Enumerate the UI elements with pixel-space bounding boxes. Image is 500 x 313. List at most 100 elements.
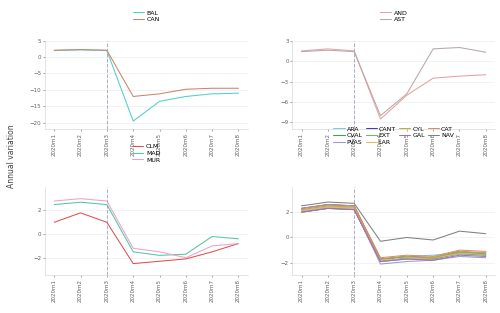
CLM: [209, 250, 215, 254]
MUR: [156, 250, 162, 254]
GAL: [456, 253, 462, 257]
AND: [430, 76, 436, 80]
CLM: [51, 220, 57, 224]
NAV: [325, 200, 331, 204]
NAV: [298, 204, 304, 208]
PVAS: [430, 258, 436, 262]
Line: AST: AST: [302, 48, 486, 115]
LAR: [456, 252, 462, 256]
CAT: [456, 248, 462, 252]
CVAL: [351, 208, 357, 212]
BAL: [183, 95, 189, 98]
AST: [298, 50, 304, 54]
AST: [378, 114, 384, 117]
CAT: [483, 249, 489, 253]
AND: [378, 117, 384, 121]
AST: [404, 92, 410, 96]
NAV: [483, 232, 489, 236]
Line: CAT: CAT: [302, 205, 486, 258]
CYL: [351, 205, 357, 209]
Line: PVAS: PVAS: [302, 207, 486, 264]
CANT: [378, 257, 384, 261]
PVAS: [404, 260, 410, 264]
AND: [404, 93, 410, 97]
Line: LAR: LAR: [302, 207, 486, 260]
MUR: [51, 199, 57, 203]
BAL: [209, 92, 215, 96]
PVAS: [325, 205, 331, 209]
CVAL: [483, 253, 489, 257]
BAL: [51, 49, 57, 52]
Line: GAL: GAL: [302, 208, 486, 262]
MAD: [183, 252, 189, 256]
AST: [325, 48, 331, 52]
CAT: [325, 203, 331, 207]
AST: [351, 50, 357, 54]
CANT: [325, 203, 331, 207]
CLM: [156, 259, 162, 263]
LAR: [483, 252, 489, 256]
BAL: [78, 48, 84, 52]
GAL: [325, 207, 331, 210]
Line: CVAL: CVAL: [302, 208, 486, 262]
CANT: [456, 249, 462, 253]
GAL: [430, 258, 436, 262]
CYL: [378, 257, 384, 261]
MAD: [130, 250, 136, 254]
CANT: [483, 252, 489, 256]
BAL: [130, 119, 136, 123]
CAN: [236, 86, 242, 90]
MUR: [130, 246, 136, 250]
GAL: [351, 208, 357, 212]
ARA: [456, 251, 462, 254]
EXT: [430, 257, 436, 261]
LAR: [430, 256, 436, 259]
NAV: [404, 236, 410, 239]
Line: ARA: ARA: [302, 206, 486, 260]
CVAL: [378, 260, 384, 264]
Line: NAV: NAV: [302, 202, 486, 241]
ARA: [430, 253, 436, 257]
MUR: [104, 199, 110, 203]
GAL: [378, 260, 384, 264]
PVAS: [351, 207, 357, 210]
CVAL: [430, 257, 436, 261]
PVAS: [456, 254, 462, 258]
PVAS: [378, 262, 384, 266]
CLM: [104, 220, 110, 224]
ARA: [298, 208, 304, 212]
CAN: [209, 86, 215, 90]
CYL: [483, 251, 489, 254]
CAN: [78, 48, 84, 51]
CVAL: [325, 207, 331, 210]
NAV: [378, 239, 384, 243]
LAR: [298, 209, 304, 213]
CAN: [156, 92, 162, 96]
MUR: [209, 244, 215, 248]
Legend: CLM, MAD, MUR: CLM, MAD, MUR: [132, 144, 160, 162]
CAN: [51, 48, 57, 52]
Legend: AND, AST: AND, AST: [380, 10, 407, 22]
LAR: [378, 258, 384, 262]
Text: Annual variation: Annual variation: [8, 125, 16, 188]
MUR: [183, 256, 189, 259]
LAR: [351, 207, 357, 210]
EXT: [351, 208, 357, 212]
PVAS: [298, 209, 304, 213]
BAL: [236, 91, 242, 95]
ARA: [483, 252, 489, 256]
NAV: [351, 202, 357, 205]
NAV: [430, 238, 436, 242]
AND: [325, 47, 331, 51]
MAD: [104, 203, 110, 207]
EXT: [483, 251, 489, 254]
EXT: [404, 256, 410, 259]
CAN: [130, 95, 136, 98]
Line: CANT: CANT: [302, 205, 486, 259]
Line: AND: AND: [302, 49, 486, 119]
CAT: [351, 204, 357, 208]
EXT: [456, 251, 462, 254]
NAV: [456, 229, 462, 233]
CANT: [298, 207, 304, 210]
ARA: [325, 204, 331, 208]
